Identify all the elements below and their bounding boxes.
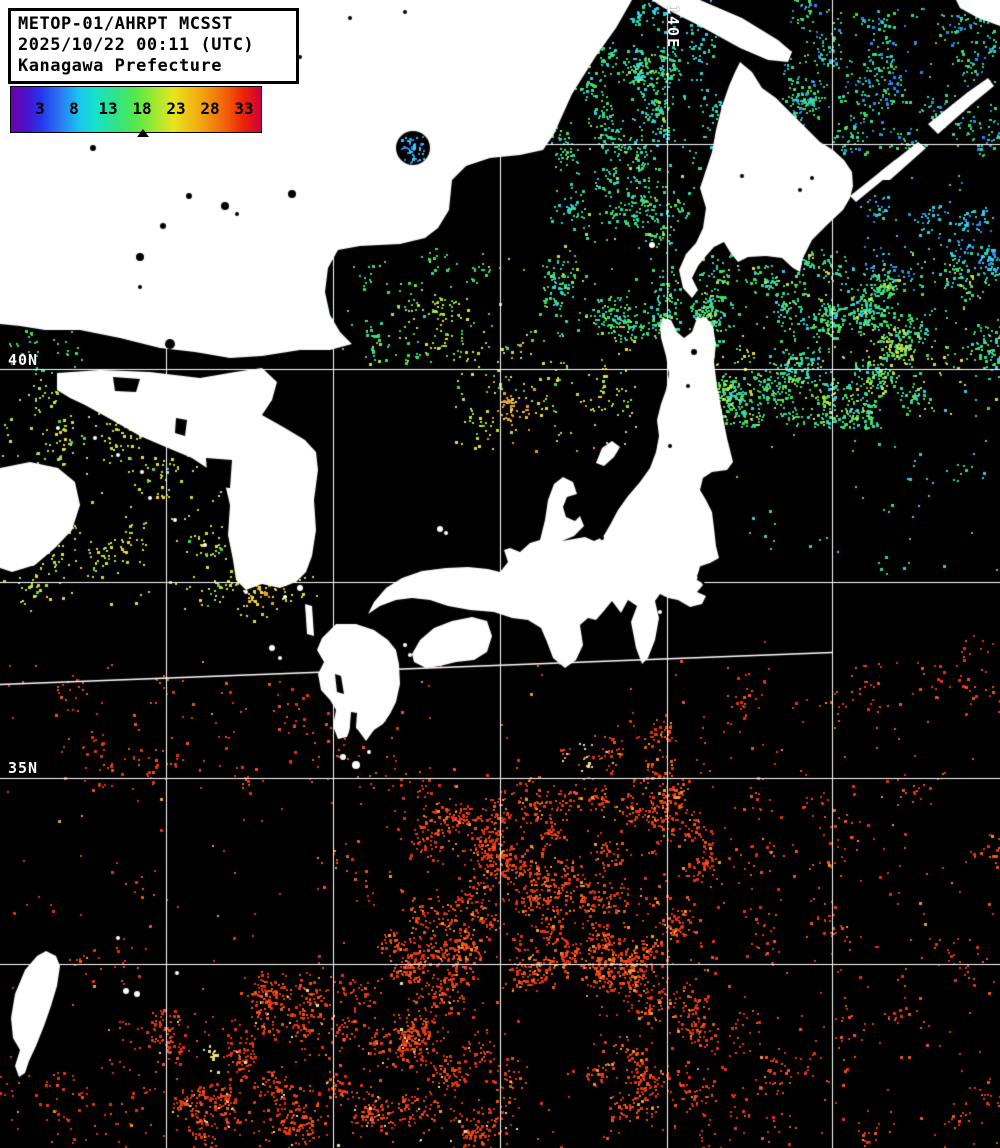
colorbar-marker-icon [137,129,149,137]
satellite-product-title: METOP-01/AHRPT MCSST [18,14,233,34]
colorbar-tick: 8 [69,99,79,118]
colorbar-tick: 3 [35,99,45,118]
latitude-label-35n: 35N [8,759,39,777]
colorbar-tick: 18 [132,99,152,118]
region-name: Kanagawa Prefecture [18,56,222,76]
temperature-colorbar [10,86,262,133]
colorbar-tick: 13 [98,99,118,118]
title-box: METOP-01/AHRPT MCSST 2025/10/22 00:11 (U… [8,8,299,84]
colorbar-tick: 23 [166,99,186,118]
colorbar-tick: 33 [234,99,254,118]
longitude-label-140e: 140E [664,5,682,50]
colorbar-tick: 28 [200,99,220,118]
timestamp: 2025/10/22 00:11 (UTC) [18,35,255,55]
latitude-label-40n: 40N [8,351,39,369]
